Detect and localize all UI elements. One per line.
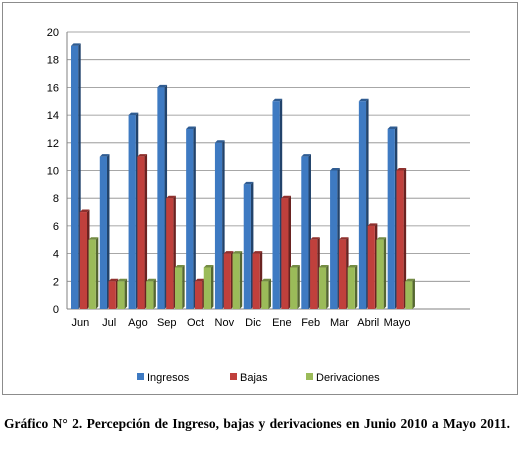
y-tick-label-20: 20	[47, 27, 59, 39]
y-tick-label-14: 14	[47, 110, 59, 122]
x-tick-label-feb: Feb	[301, 317, 320, 329]
legend-item-ingresos: Ingresos	[137, 372, 190, 384]
x-tick-label-mayo: Mayo	[384, 317, 411, 329]
y-tick-label-12: 12	[47, 138, 59, 150]
bar-derivaciones-dic	[261, 278, 272, 309]
bar-bajas-dic	[252, 251, 263, 309]
x-tick-label-abril: Abril	[357, 317, 379, 329]
bar-bajas-ago	[137, 154, 148, 309]
x-tick-label-dic: Dic	[245, 317, 261, 329]
bars	[71, 43, 415, 310]
bar-bajas-feb	[310, 237, 320, 309]
bar-bajas-ene	[281, 195, 291, 309]
bar-ingresos-oct	[186, 126, 196, 309]
y-tick-label-16: 16	[47, 82, 59, 94]
x-tick-label-ene: Ene	[272, 317, 292, 329]
legend: Ingresos Bajas Derivaciones	[137, 372, 380, 384]
bar-derivaciones-mar	[347, 264, 358, 309]
bar-bajas-oct	[194, 278, 205, 309]
bar-derivaciones-jun	[88, 237, 99, 309]
x-tick-label-sep: Sep	[157, 317, 177, 329]
bar-derivaciones-feb	[318, 264, 329, 309]
x-tick-label-ago: Ago	[128, 317, 148, 329]
x-tick-label-mar: Mar	[330, 317, 349, 329]
bar-derivaciones-mayo	[405, 278, 415, 309]
bar-ingresos-ene	[272, 98, 283, 309]
y-tick-label-6: 6	[53, 221, 59, 233]
bar-ingresos-sep	[157, 84, 168, 310]
x-tick-label-nov: Nov	[215, 317, 235, 329]
y-tick-label-10: 10	[47, 166, 59, 178]
legend-item-bajas: Bajas	[230, 372, 268, 384]
bar-bajas-sep	[166, 195, 176, 309]
bar-bajas-jul	[108, 278, 119, 309]
bar-derivaciones-jul	[117, 278, 128, 309]
bar-ingresos-mayo	[387, 126, 398, 309]
x-tick-label-jun: Jun	[72, 317, 90, 329]
bar-ingresos-mar	[330, 168, 340, 309]
legend-swatch	[137, 373, 144, 380]
bar-ingresos-nov	[214, 140, 225, 309]
x-tick-label-oct: Oct	[187, 317, 204, 329]
bar-bajas-mayo	[396, 168, 407, 309]
bar-derivaciones-sep	[174, 264, 185, 309]
y-tick-label-4: 4	[53, 249, 59, 261]
bar-derivaciones-abril	[376, 237, 387, 309]
y-tick-label-8: 8	[53, 193, 59, 205]
legend-swatch	[230, 373, 237, 380]
y-tick-label-18: 18	[47, 55, 59, 67]
bar-ingresos-ago	[128, 112, 139, 309]
gridlines	[67, 31, 470, 310]
legend-label: Ingresos	[147, 372, 190, 384]
bar-ingresos-dic	[243, 181, 254, 309]
legend-swatch	[306, 373, 313, 380]
y-tick-label-2: 2	[53, 276, 59, 288]
tick-labels: 0 2 4 6 8 10 12 14 16 18 20 Jun Jul Ago Sep Oct Nov Dic En…	[47, 27, 411, 329]
bar-bajas-abril	[367, 223, 378, 309]
bar-derivaciones-ene	[290, 264, 300, 309]
legend-label: Bajas	[240, 372, 268, 384]
bar-ingresos-abril	[358, 98, 369, 309]
y-tick-label-0: 0	[53, 304, 59, 316]
x-tick-label-jul: Jul	[102, 317, 116, 329]
bar-bajas-nov	[223, 251, 234, 309]
figure-caption: Gráfico N° 2. Percepción de Ingreso, baj…	[4, 416, 510, 431]
bar-bajas-mar	[338, 237, 349, 309]
bar-derivaciones-ago	[146, 278, 156, 309]
bar-derivaciones-oct	[203, 264, 214, 309]
bar-ingresos-jul	[99, 154, 110, 309]
bar-chart: 0 2 4 6 8 10 12 14 16 18 20 Jun Jul Ago Sep Oct Nov Dic En…	[47, 27, 470, 384]
bar-ingresos-feb	[301, 154, 311, 309]
legend-label: Derivaciones	[316, 372, 380, 384]
bar-ingresos-jun	[71, 43, 81, 309]
bar-bajas-jun	[79, 209, 90, 309]
legend-item-derivaciones: Derivaciones	[306, 372, 380, 384]
bar-derivaciones-nov	[232, 251, 243, 309]
